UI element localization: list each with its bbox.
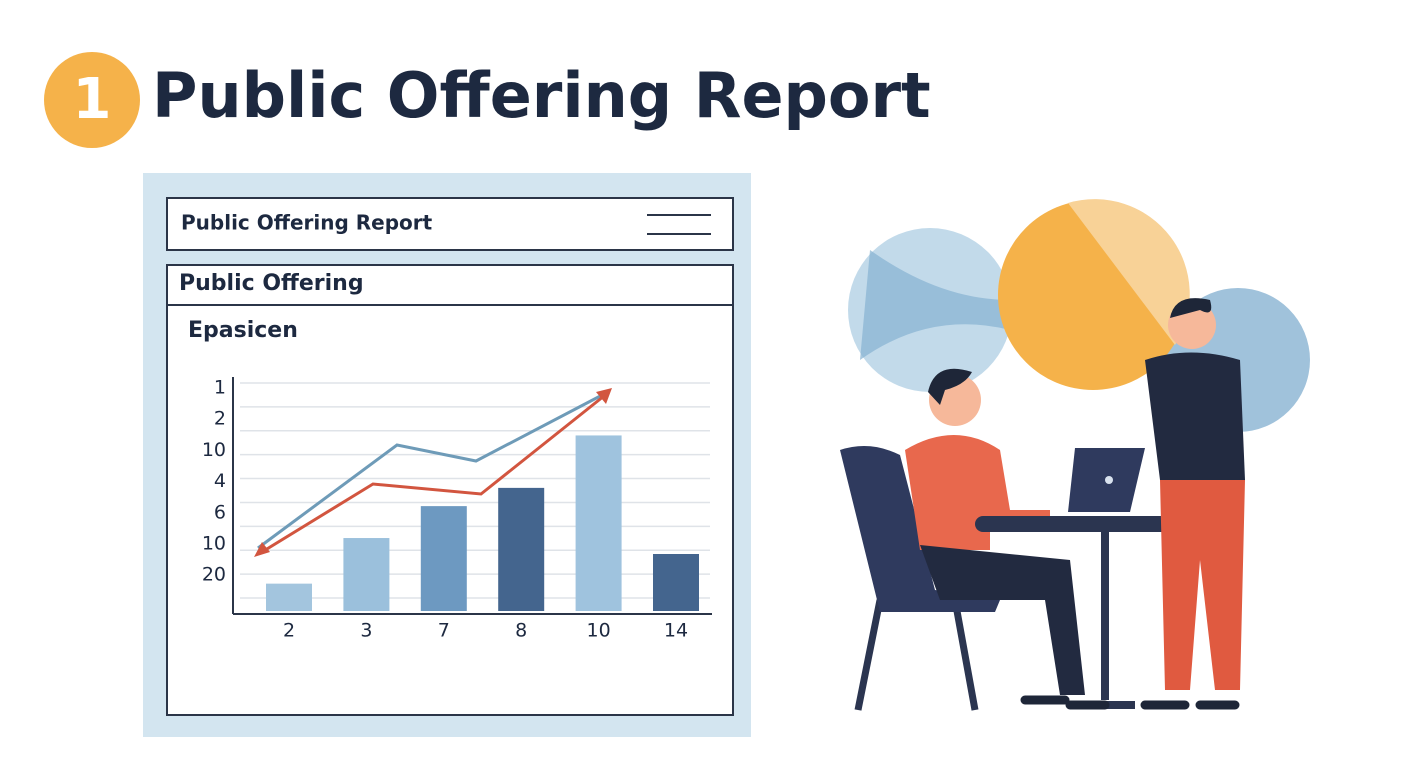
x-tick-label: 7	[438, 620, 450, 642]
bubble-slice	[1068, 199, 1190, 345]
y-tick-label: 1	[214, 377, 226, 399]
person-shirt	[905, 435, 1050, 550]
x-tick-label: 2	[283, 620, 295, 642]
bar	[653, 554, 699, 611]
y-tick-label: 4	[214, 470, 226, 492]
x-tick-label: 3	[360, 620, 372, 642]
section-title: Public Offering	[179, 271, 364, 296]
y-tick-label: 10	[202, 439, 226, 461]
trend-line	[257, 391, 607, 550]
y-tick-label: 10	[202, 533, 226, 555]
y-tick-label: 2	[214, 408, 226, 430]
person-pants	[1160, 480, 1245, 690]
badge	[44, 52, 140, 148]
bar	[498, 487, 545, 611]
y-tick-label: 6	[214, 501, 226, 523]
trend-arrow	[261, 394, 605, 554]
person-shirt	[1145, 352, 1245, 480]
bar	[266, 583, 312, 611]
chair-leg	[854, 599, 979, 711]
chart-subtitle: Epasicen	[188, 318, 298, 343]
person-pants	[920, 545, 1085, 695]
arrow-head	[596, 388, 612, 404]
x-tick-label: 8	[515, 620, 527, 642]
page-title: Public Offering Report	[152, 59, 931, 132]
chart: 1 2 10 4 6 10 20 2 3 7 8 10 14	[202, 377, 710, 642]
y-tick-label: 20	[202, 564, 226, 586]
person-hair	[1170, 298, 1212, 318]
bar	[343, 538, 390, 611]
bubble-slice	[860, 250, 1010, 360]
chair	[840, 446, 1000, 612]
shoes	[1020, 695, 1240, 710]
panel-title: Public Offering Report	[181, 211, 433, 235]
x-tick-label: 10	[587, 620, 611, 642]
arrow-head	[254, 542, 270, 557]
bar	[420, 506, 467, 611]
laptop-logo	[1105, 476, 1113, 484]
panel-header	[166, 197, 734, 251]
illustration	[840, 199, 1310, 711]
badge-number: 1	[73, 67, 112, 132]
x-tick-label: 14	[664, 620, 688, 642]
bar	[575, 435, 622, 611]
table-leg	[1075, 532, 1135, 709]
person-hair	[928, 368, 972, 405]
